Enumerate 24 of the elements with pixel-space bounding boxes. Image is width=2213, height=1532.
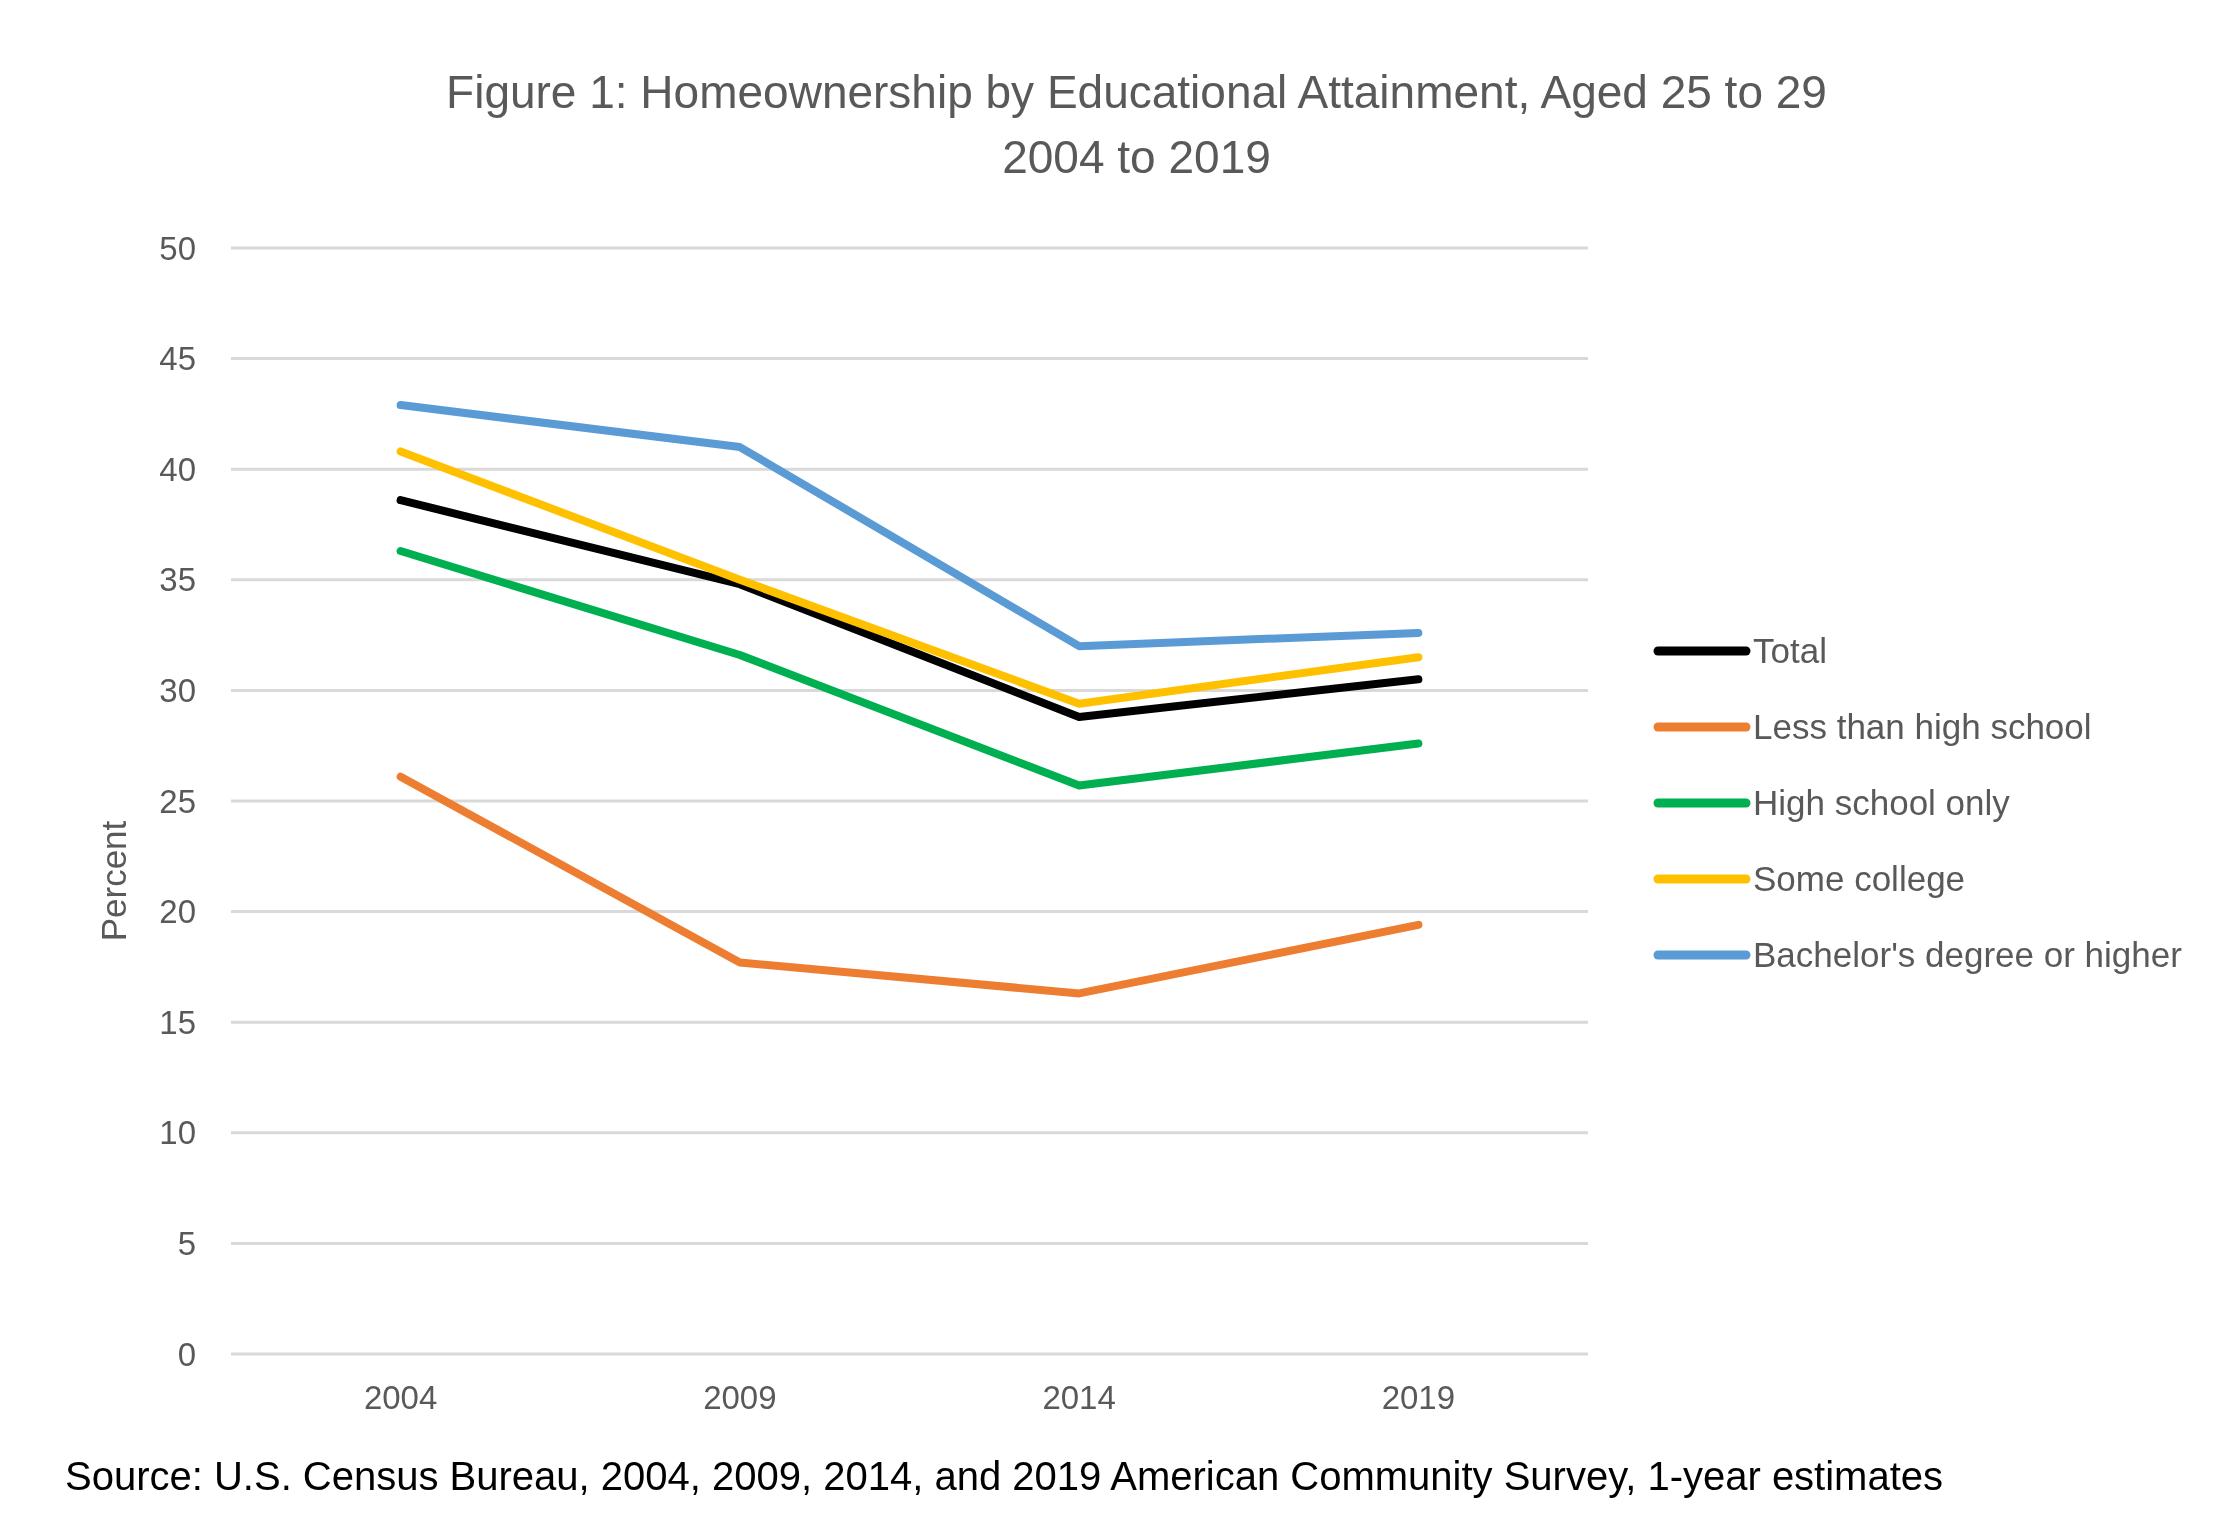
y-tick-label: 15 [159,1003,196,1041]
x-tick-label: 2004 [363,1379,438,1416]
legend-label: Less than high school [1753,707,2092,747]
x-tick-label: 2009 [703,1379,777,1416]
y-tick-label: 40 [159,450,196,488]
y-tick-label: 0 [177,1335,196,1373]
y-tick-label: 20 [159,893,196,931]
x-tick-label: 2014 [1042,1379,1116,1416]
y-axis-title: Percent [94,820,133,942]
chart-title: Figure 1: Homeownership by Educational Attainment, Aged 25 to 29 [446,66,1827,118]
y-tick-label: 35 [159,561,196,599]
chart-subtitle: 2004 to 2019 [1002,131,1271,183]
legend-label: Total [1753,631,1827,671]
y-tick-label: 30 [159,671,196,709]
legend-label: Bachelor's degree or higher [1753,935,2183,975]
y-tick-label: 25 [159,782,196,820]
source-note: Source: U.S. Census Bureau, 2004, 2009, 2014, and 2019 American Community Survey, 1-year estimates [65,1454,1944,1498]
y-tick-label: 5 [177,1224,196,1262]
legend-label: High school only [1753,783,2011,823]
y-tick-label: 50 [159,229,196,267]
y-tick-label: 10 [159,1114,196,1152]
legend-label: Some college [1753,859,1966,899]
x-tick-label: 2019 [1381,1379,1456,1416]
y-tick-label: 45 [159,340,196,378]
